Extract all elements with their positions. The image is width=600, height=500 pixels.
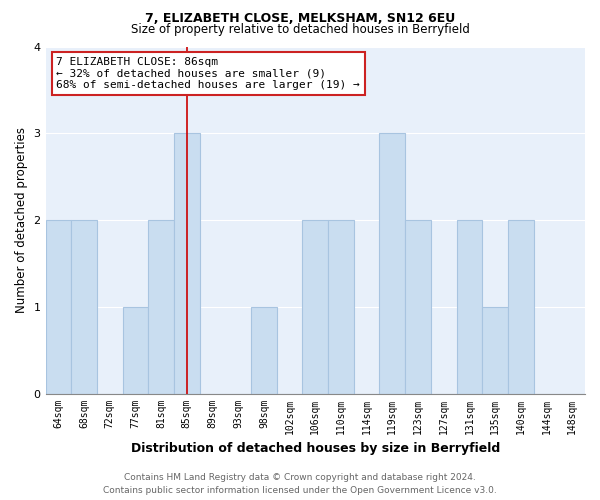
Bar: [148, 220, 174, 394]
Text: 7 ELIZABETH CLOSE: 86sqm
← 32% of detached houses are smaller (9)
68% of semi-de: 7 ELIZABETH CLOSE: 86sqm ← 32% of detach…: [56, 57, 360, 90]
Text: Size of property relative to detached houses in Berryfield: Size of property relative to detached ho…: [131, 22, 469, 36]
Bar: [405, 220, 431, 394]
Bar: [122, 307, 148, 394]
Y-axis label: Number of detached properties: Number of detached properties: [15, 127, 28, 313]
X-axis label: Distribution of detached houses by size in Berryfield: Distribution of detached houses by size …: [131, 442, 500, 455]
Bar: [302, 220, 328, 394]
Bar: [508, 220, 533, 394]
Bar: [379, 134, 405, 394]
Text: 7, ELIZABETH CLOSE, MELKSHAM, SN12 6EU: 7, ELIZABETH CLOSE, MELKSHAM, SN12 6EU: [145, 12, 455, 26]
Bar: [71, 220, 97, 394]
Text: Contains HM Land Registry data © Crown copyright and database right 2024.
Contai: Contains HM Land Registry data © Crown c…: [103, 473, 497, 495]
Bar: [174, 134, 200, 394]
Bar: [482, 307, 508, 394]
Bar: [46, 220, 71, 394]
Bar: [328, 220, 354, 394]
Bar: [251, 307, 277, 394]
Bar: [457, 220, 482, 394]
